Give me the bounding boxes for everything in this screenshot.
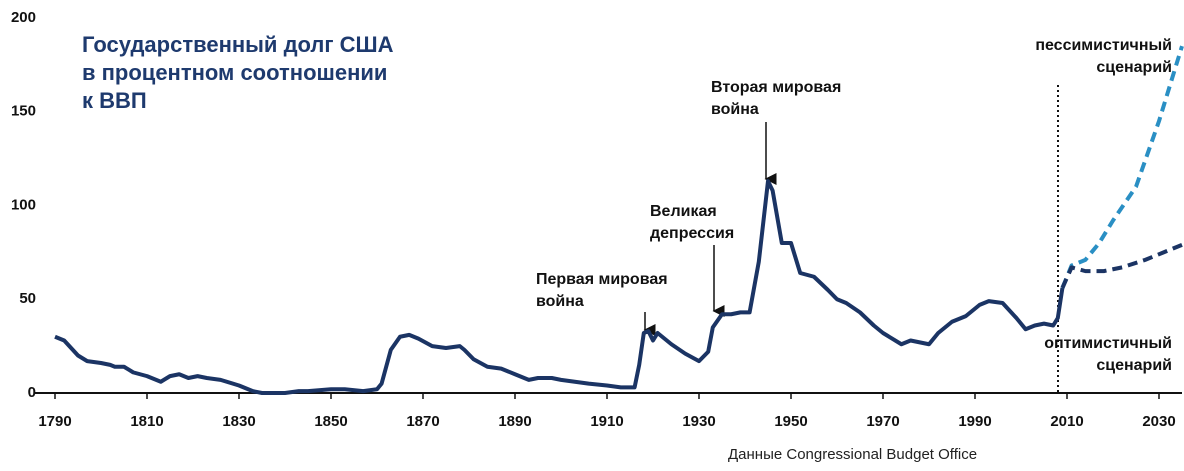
annotation: сценарий [1096,357,1172,374]
data-line [54,179,1065,395]
annotation: депрессия [650,225,734,242]
x-tick-label: 1850 [314,413,347,430]
x-tick-label: 1950 [774,413,807,430]
y-tick-label: 150 [11,103,36,120]
x-tick-label: 2010 [1050,413,1083,430]
annotation: война [711,101,759,118]
y-tick-label: 200 [11,9,36,26]
annotation: пессимистичный [1035,37,1172,54]
annotation: Великая [650,203,717,220]
chart-title: в процентном соотношении [82,60,387,85]
annotation: сценарий [1096,59,1172,76]
y-tick-label: 100 [11,196,36,213]
annotation: война [536,293,584,310]
x-tick-label: 1810 [130,413,163,430]
x-tick-label: 1930 [682,413,715,430]
y-tick-label: 50 [19,290,36,307]
annotation: Первая мировая [536,271,668,288]
annotation: Вторая мировая [711,79,841,96]
x-tick-label: 1790 [38,413,71,430]
data-line [1060,243,1183,289]
x-tick-label: 1870 [406,413,439,430]
x-tick-label: 1830 [222,413,255,430]
x-tick-label: 1990 [958,413,991,430]
y-tick-label: 0 [28,384,36,401]
chart-title: к ВВП [82,88,147,113]
x-tick-label: 1970 [866,413,899,430]
chart-title: Государственный долг США [82,32,394,57]
x-tick-label: 2030 [1142,413,1175,430]
annotation: оптимистичный [1044,335,1172,352]
x-tick-label: 1910 [590,413,623,430]
source: Данные Congressional Budget Office [728,446,977,463]
x-tick-label: 1890 [498,413,531,430]
